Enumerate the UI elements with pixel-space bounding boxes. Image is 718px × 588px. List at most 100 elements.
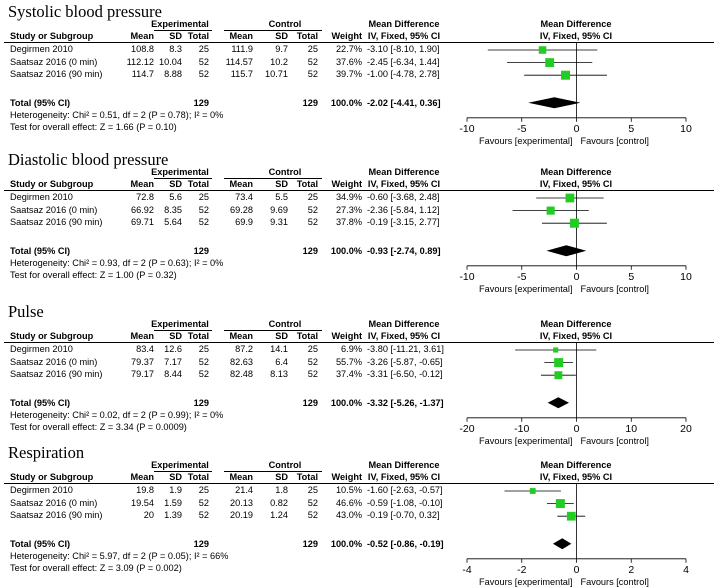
exp-mean-value: 114.7: [131, 69, 154, 80]
experimental-group-header: Experimental: [151, 19, 209, 29]
study-name: Degirmen 2010: [10, 485, 73, 495]
study-column-header: Study or Subgroup: [10, 331, 94, 341]
forest-plot: -4 -2 0 2 4 Favours [experimental] Favours [co…: [462, 484, 689, 587]
ctrl-sd-value: 1.8: [275, 485, 288, 495]
ctrl-total-value: 52: [307, 204, 318, 215]
exp-total-header: Total: [187, 31, 209, 41]
plot-mean-difference-header: Mean Difference: [540, 319, 612, 329]
effect-marker: [561, 70, 571, 80]
effect-marker: [569, 218, 579, 228]
control-underline: [224, 178, 322, 179]
total-weight: 100.0%: [330, 97, 362, 108]
pooled-diamond: [547, 397, 569, 409]
x-tick-label: 10: [625, 423, 637, 435]
ctrl-total-value: 25: [307, 192, 318, 202]
ci-value: -1.60 [-2.63, -0.57]: [367, 485, 443, 495]
x-tick-label: -10: [459, 271, 474, 283]
heterogeneity-text: Heterogeneity: Chi² = 0.51, df = 2 (P = …: [10, 109, 224, 120]
exp-sd-value: 8.3: [169, 44, 182, 54]
experimental-group-header: Experimental: [151, 319, 209, 329]
experimental-underline: [154, 330, 212, 331]
exp-total-value: 52: [198, 497, 209, 508]
total-weight: 100.0%: [330, 538, 362, 549]
forest-plot: -10 -5 0 5 10 Favours [experimental] Favours […: [459, 43, 692, 146]
experimental-underline: [154, 178, 212, 179]
ctrl-total-value: 52: [307, 56, 318, 67]
ci-value: -2.45 [-6.34, 1.44]: [367, 56, 440, 67]
ctrl-mean-value: 21.4: [235, 485, 253, 495]
x-tick-label: 10: [680, 123, 692, 135]
pooled-diamond: [546, 245, 587, 257]
x-tick-label: -5: [517, 123, 526, 135]
ctrl-mean-value: 87.2: [235, 344, 253, 354]
favours-experimental-label: Favours [experimental]: [479, 436, 572, 446]
heterogeneity-text: Heterogeneity: Chi² = 0.93, df = 2 (P = …: [10, 257, 224, 268]
exp-sd-value: 1.9: [169, 485, 182, 495]
exp-sd-header: SD: [169, 472, 182, 482]
weight-header: Weight: [331, 179, 362, 189]
weight-value: 37.8%: [335, 217, 362, 228]
exp-total-value: 52: [198, 69, 209, 80]
favours-control-label: Favours [control]: [581, 436, 649, 446]
x-tick-label: 0: [574, 123, 580, 135]
x-tick-label: 20: [680, 423, 692, 435]
ctrl-sd-value: 0.82: [270, 497, 288, 508]
ctrl-total-header: Total: [296, 331, 318, 341]
x-tick-label: 4: [683, 564, 689, 576]
ctrl-total-header: Total: [296, 179, 318, 189]
plot-method-header: IV, Fixed, 95% CI: [539, 472, 613, 482]
effect-marker: [538, 46, 547, 54]
effect-marker: [555, 499, 565, 509]
x-tick-label: 0: [574, 423, 580, 435]
plot-method-header: IV, Fixed, 95% CI: [539, 31, 613, 41]
heterogeneity-text: Heterogeneity: Chi² = 0.02, df = 2 (P = …: [10, 409, 224, 420]
ci-value: -0.19 [-0.70, 0.32]: [367, 510, 440, 521]
plot-mean-difference-header: Mean Difference: [540, 19, 612, 29]
control-underline: [224, 471, 322, 472]
exp-sd-header: SD: [169, 331, 182, 341]
total-weight: 100.0%: [330, 397, 362, 408]
x-tick-label: 0: [574, 564, 580, 576]
weight-value: 27.3%: [335, 204, 362, 215]
control-group-header: Control: [268, 460, 302, 470]
control-group-header: Control: [268, 19, 302, 29]
exp-total-value: 25: [198, 192, 209, 202]
exp-mean-value: 79.37: [131, 356, 154, 367]
exp-total-value: 52: [198, 56, 209, 67]
study-name: Degirmen 2010: [10, 44, 73, 54]
exp-mean-value: 20: [143, 510, 154, 521]
effect-marker: [545, 58, 555, 68]
mean-difference-header: Mean Difference: [368, 319, 440, 329]
method-header: IV, Fixed, 95% CI: [367, 31, 441, 41]
x-tick-label: -5: [517, 271, 526, 283]
exp-mean-value: 72.8: [136, 192, 154, 202]
ctrl-sd-header: SD: [275, 31, 288, 41]
weight-value: 37.4%: [335, 369, 362, 380]
total-ctrl-n: 129: [302, 245, 318, 256]
study-column-header: Study or Subgroup: [10, 179, 94, 189]
exp-sd-value: 5.64: [164, 217, 182, 228]
ctrl-sd-value: 14.1: [270, 344, 288, 354]
x-tick-label: -20: [459, 423, 474, 435]
total-ci-value: -2.02 [-4.41, 0.36]: [367, 97, 441, 108]
exp-total-value: 52: [198, 204, 209, 215]
forest-plot: -10 -5 0 5 10 Favours [experimental] Favours […: [459, 191, 692, 294]
ctrl-total-value: 25: [307, 344, 318, 354]
exp-mean-value: 19.54: [131, 497, 154, 508]
study-name: Saatsaz 2016 (0 min): [10, 497, 98, 508]
ctrl-mean-header: Mean: [229, 472, 254, 482]
ctrl-sd-header: SD: [275, 472, 288, 482]
weight-value: 39.7%: [335, 69, 362, 80]
ci-value: -0.59 [-1.08, -0.10]: [367, 497, 443, 508]
plot-mean-difference-header: Mean Difference: [540, 167, 612, 177]
effect-marker: [554, 371, 563, 380]
exp-sd-header: SD: [169, 31, 182, 41]
ci-value: -0.60 [-3.68, 2.48]: [367, 192, 440, 202]
exp-sd-value: 1.59: [164, 497, 182, 508]
pooled-diamond: [552, 538, 572, 550]
weight-header: Weight: [331, 31, 362, 41]
ctrl-sd-header: SD: [275, 179, 288, 189]
ctrl-total-header: Total: [296, 472, 318, 482]
forest-panel-1: Systolic blood pressure Experimental Contr…: [0, 2, 718, 147]
control-group-header: Control: [268, 319, 302, 329]
